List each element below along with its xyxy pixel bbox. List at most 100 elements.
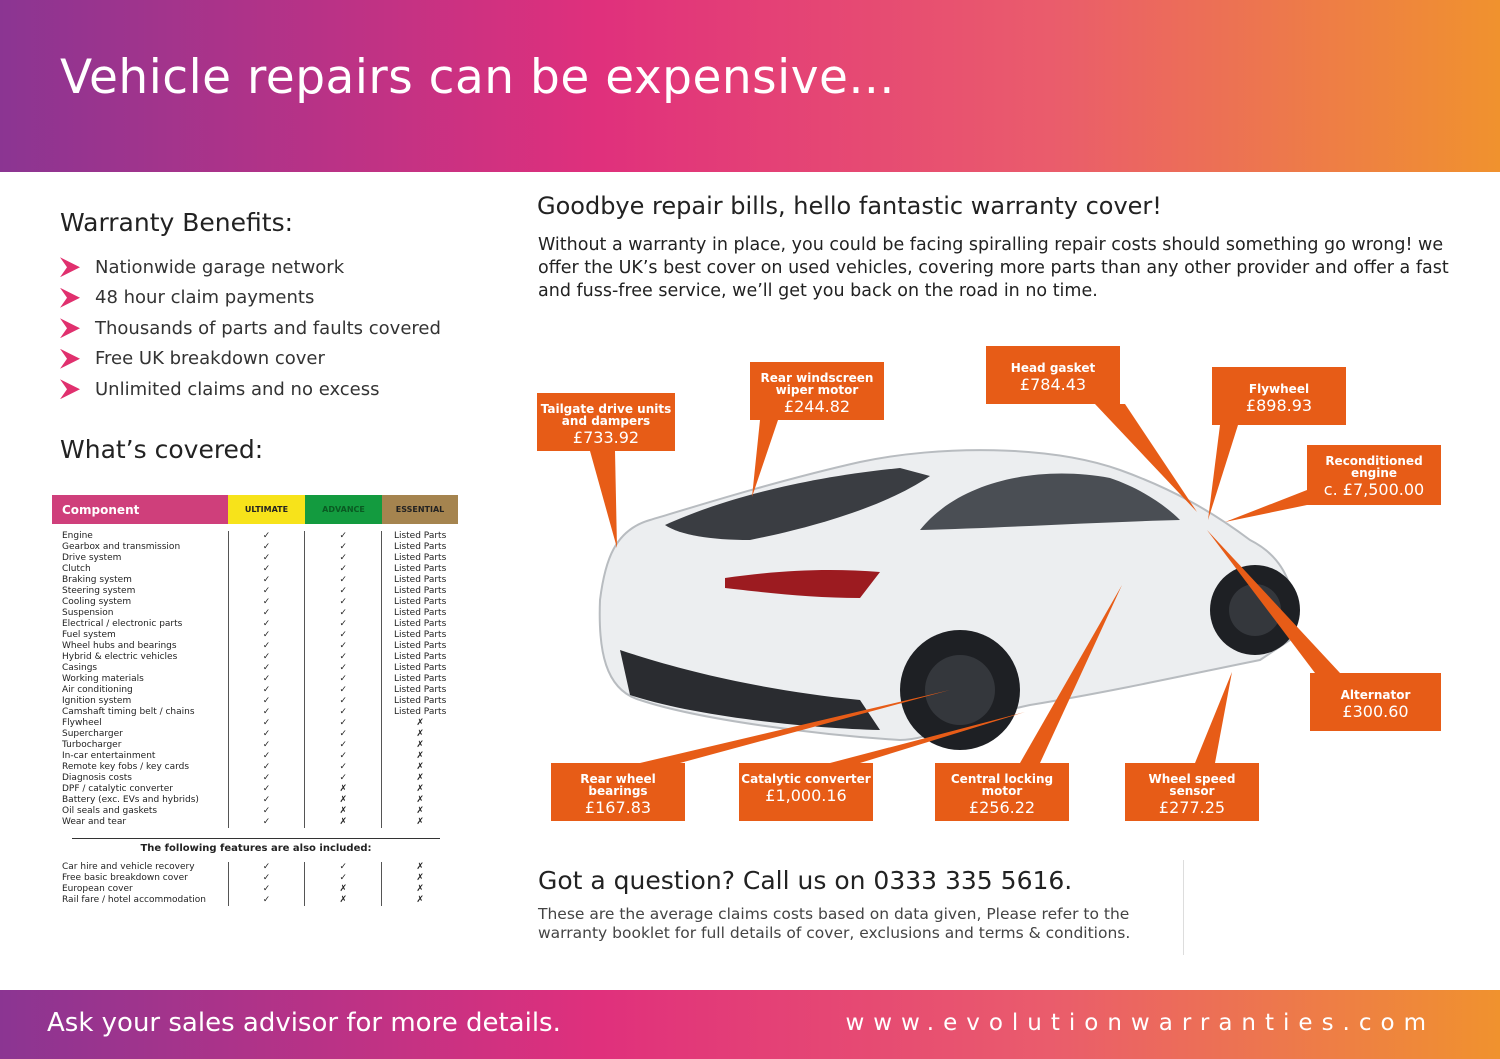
callout-price: £277.25 (1158, 798, 1226, 817)
component-name: Fuel system (62, 630, 116, 640)
callout-price: £256.22 (968, 798, 1036, 817)
benefit-label: Thousands of parts and faults covered (95, 317, 441, 339)
listed-parts: Listed Parts (393, 531, 447, 541)
check-icon: ✓ (339, 652, 348, 662)
check-icon: ✓ (339, 531, 348, 541)
table-header-ultimate: ULTIMATE (228, 495, 305, 524)
callout-label: Reconditioned engine (1325, 454, 1423, 480)
cross-icon: ✗ (416, 740, 424, 750)
component-name: Suspension (62, 608, 114, 618)
callout-box: Head gasket £784.43 (986, 346, 1120, 404)
listed-parts: Listed Parts (393, 608, 447, 618)
component-name: European cover (62, 884, 133, 894)
check-icon: ✓ (262, 674, 271, 684)
check-icon: ✓ (339, 575, 348, 585)
component-name: Hybrid & electric vehicles (62, 652, 178, 662)
cross-icon: ✗ (416, 762, 424, 772)
component-name: In-car entertainment (62, 751, 156, 761)
check-icon: ✓ (339, 773, 348, 783)
table-header-advance: ADVANCE (305, 495, 382, 524)
check-icon: ✓ (262, 575, 271, 585)
check-icon: ✓ (339, 641, 348, 651)
component-name: Working materials (62, 674, 144, 684)
callout-label: Head gasket (1010, 361, 1096, 375)
footer-cta: Ask your sales advisor for more details. (47, 1008, 561, 1038)
covered-title: What’s covered: (60, 435, 264, 464)
component-name: Air conditioning (62, 685, 133, 695)
rear-bumper (620, 650, 880, 730)
check-icon: ✓ (262, 817, 271, 827)
cross-icon: ✗ (339, 895, 348, 905)
component-column: Engine Gearbox and transmission Drive syst… (52, 531, 228, 828)
callout-pointers (590, 404, 1340, 763)
cross-icon: ✗ (416, 795, 424, 805)
cross-icon: ✗ (339, 817, 348, 827)
f_advance-column: ✓ ✓ ✗ ✗ (304, 862, 381, 906)
main-title: Goodbye repair bills, hello fantastic wa… (537, 192, 1162, 220)
benefit-item: 48 hour claim payments (60, 283, 441, 314)
check-icon: ✓ (262, 553, 271, 563)
benefit-label: Nationwide garage network (95, 256, 345, 278)
check-icon: ✓ (339, 718, 348, 728)
footer-banner: Ask your sales advisor for more details.… (0, 990, 1500, 1059)
component-name: Oil seals and gaskets (62, 806, 158, 816)
cross-icon: ✗ (416, 817, 424, 827)
benefit-item: Thousands of parts and faults covered (60, 313, 441, 344)
listed-parts: Listed Parts (393, 586, 447, 596)
tail-light (725, 570, 880, 598)
callout-box: Rear wheel bearings £167.83 (551, 763, 685, 821)
callout-price: £300.60 (1342, 702, 1409, 721)
callout-box: Flywheel £898.93 (1212, 367, 1346, 425)
callout-price: £1,000.16 (765, 786, 847, 805)
component-name: Rail fare / hotel accommodation (62, 895, 206, 905)
side-windows (920, 473, 1180, 530)
check-icon: ✓ (339, 696, 348, 706)
check-icon: ✓ (262, 619, 271, 629)
check-icon: ✓ (262, 718, 271, 728)
benefit-label: Unlimited claims and no excess (95, 378, 380, 400)
component-name: Braking system (62, 575, 132, 585)
check-icon: ✓ (339, 740, 348, 750)
check-icon: ✓ (262, 895, 271, 905)
component-column: Car hire and vehicle recovery Free basic … (52, 862, 228, 906)
callout-price: £784.43 (1019, 375, 1087, 394)
callout-box: Rear windscreen wiper motor £244.82 (750, 362, 884, 420)
check-icon: ✓ (262, 795, 271, 805)
check-icon: ✓ (262, 707, 271, 717)
check-icon: ✓ (339, 542, 348, 552)
disclaimer-note: These are the average claims costs based… (538, 905, 1131, 942)
check-icon: ✓ (339, 729, 348, 739)
cross-icon: ✗ (339, 884, 348, 894)
component-name: Engine (62, 531, 93, 541)
cross-icon: ✗ (416, 895, 424, 905)
callout-box: Wheel speed sensor £277.25 (1125, 763, 1259, 821)
component-name: Wheel hubs and bearings (62, 641, 177, 651)
cross-icon: ✗ (416, 806, 424, 816)
website-link[interactable]: www.evolutionwarranties.com (845, 1010, 1435, 1036)
cross-icon: ✗ (339, 795, 348, 805)
component-name: Supercharger (62, 729, 123, 739)
listed-parts: Listed Parts (393, 542, 447, 552)
callout-label: Rear wheel bearings (580, 772, 656, 798)
check-icon: ✓ (262, 873, 271, 883)
callout-price: c. £7,500.00 (1323, 480, 1425, 499)
check-icon: ✓ (262, 608, 271, 618)
check-icon: ✓ (339, 553, 348, 563)
intro-text: Without a warranty in place, you could b… (538, 235, 1449, 301)
check-icon: ✓ (262, 597, 271, 607)
callout-label: Wheel speed sensor (1148, 772, 1236, 798)
check-icon: ✓ (262, 751, 271, 761)
ultimate-column: ✓ ✓ ✓ ✓ ✓ ✓ ✓ ✓ ✓ ✓ ✓ ✓ ✓ ✓ ✓ ✓ ✓ ✓ ✓ ✓ ✓ ✓ ✓ ✓ ✓ ✓ ✓ (227, 531, 305, 828)
check-icon: ✓ (339, 751, 348, 761)
benefit-label: 48 hour claim payments (95, 287, 315, 309)
component-name: Gearbox and transmission (62, 542, 181, 552)
benefits-title: Warranty Benefits: (60, 208, 294, 237)
listed-parts: Listed Parts (393, 630, 447, 640)
callout-label: Tailgate drive units and dampers (540, 402, 672, 428)
callout-label: Alternator (1340, 688, 1411, 702)
callout-box: Central locking motor £256.22 (935, 763, 1069, 821)
check-icon: ✓ (262, 762, 271, 772)
rear-window (665, 468, 930, 540)
callout-label: Flywheel (1248, 382, 1310, 396)
cross-icon: ✗ (416, 773, 424, 783)
